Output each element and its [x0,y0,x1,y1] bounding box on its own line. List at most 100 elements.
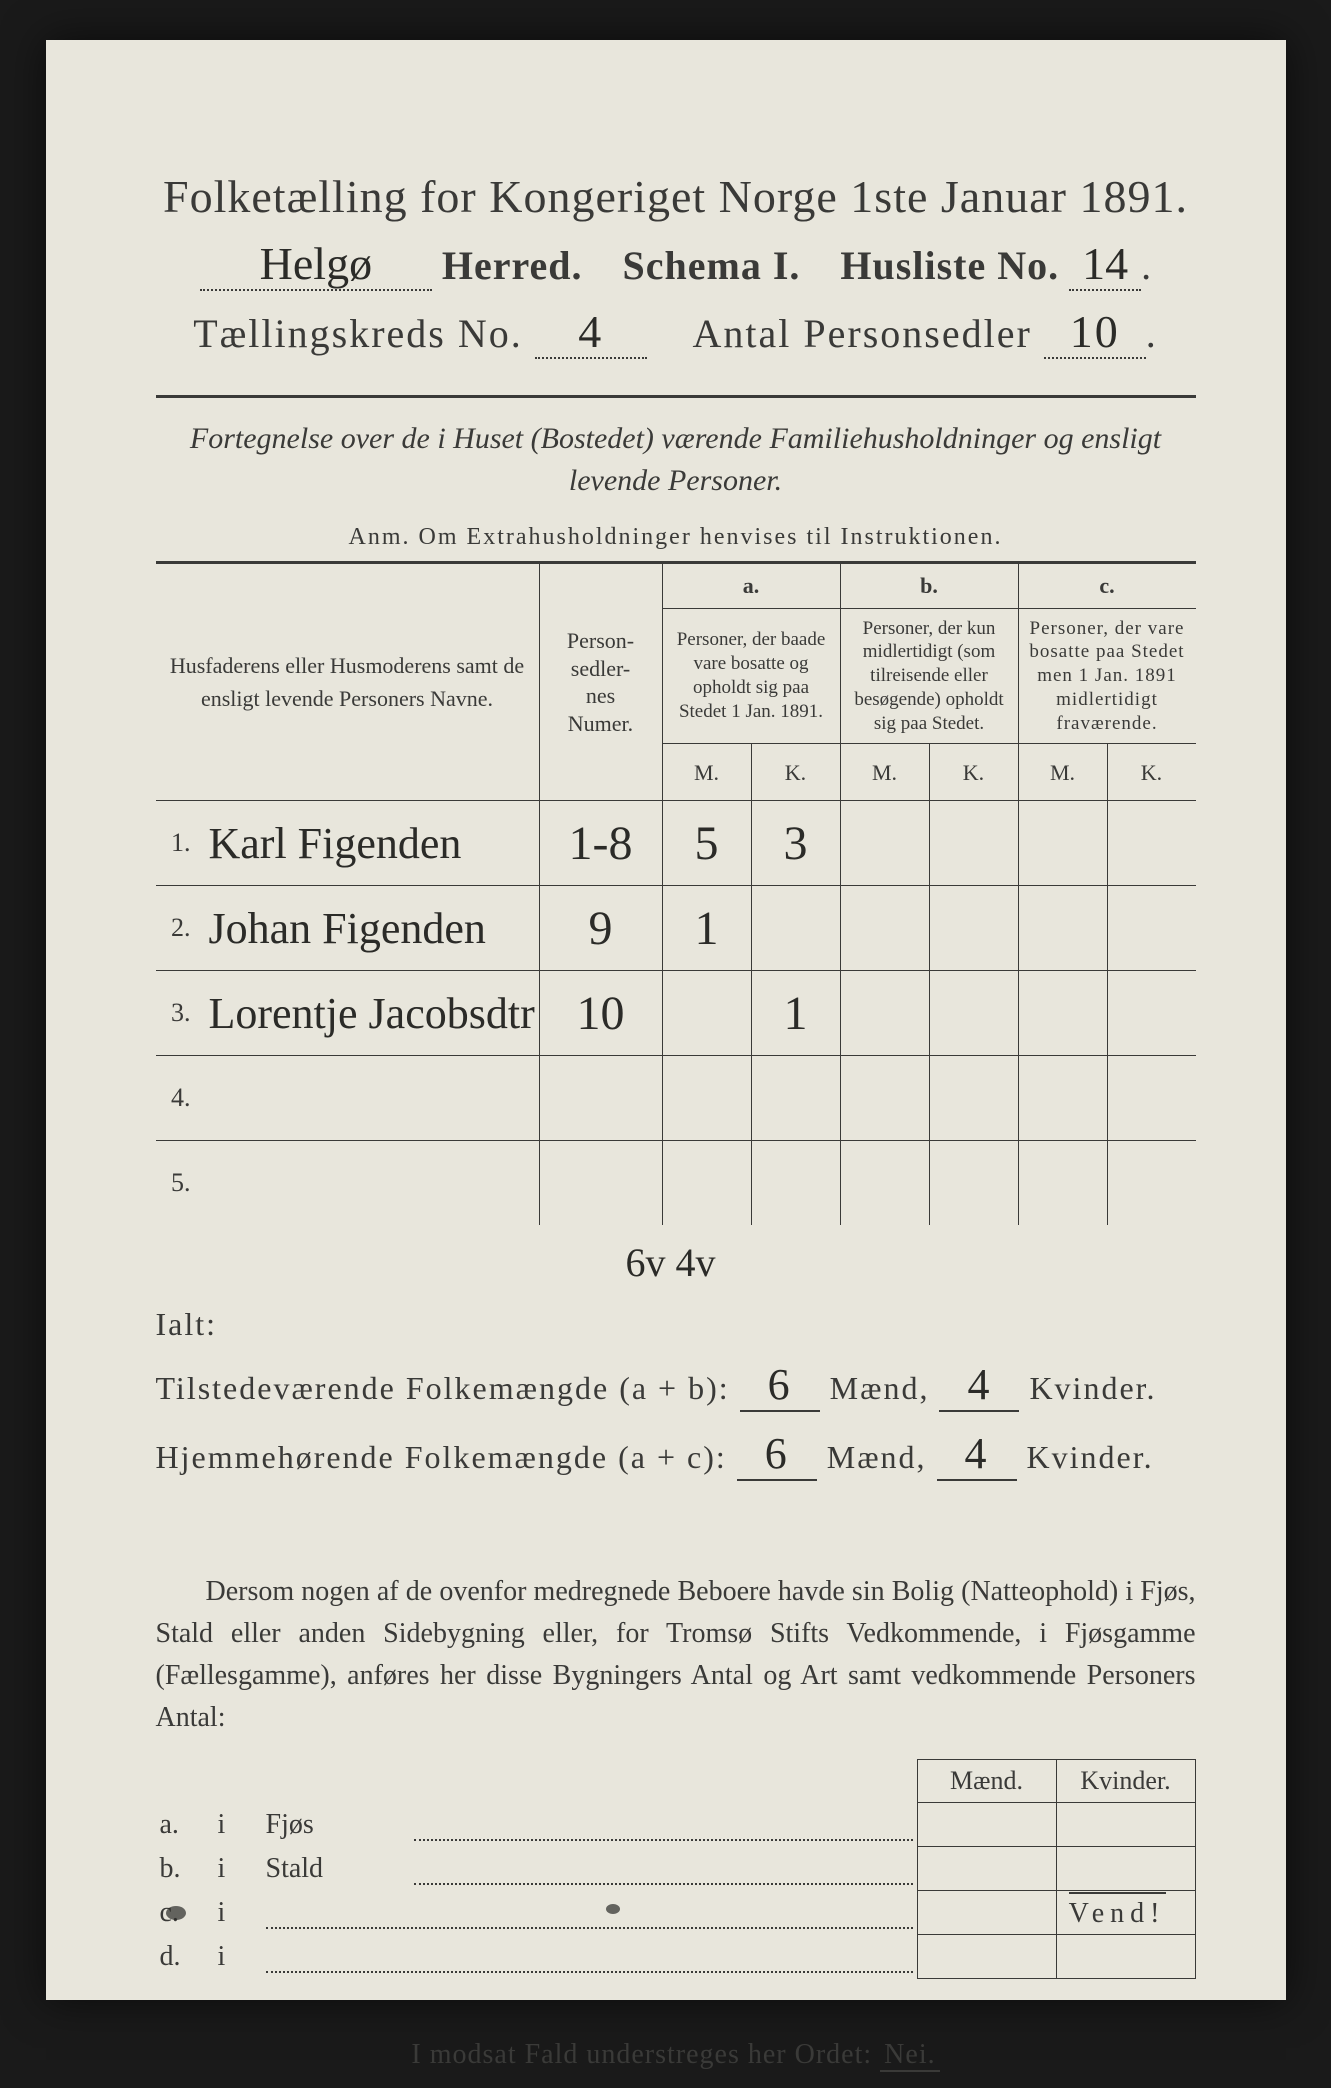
num-value: 1-8 [569,817,633,870]
kvinder-label-1: Kvinder. [1029,1370,1156,1407]
lower-i: i [214,1847,262,1891]
c-m-cell [1018,801,1107,886]
b-m-cell [840,971,929,1056]
herred-label: Herred. [442,243,583,288]
row-num: 2. [156,886,199,971]
c-m-cell [1018,971,1107,1056]
group-a-text: Personer, der baade vare bosatte og opho… [662,608,840,744]
c-m: M. [1018,744,1107,801]
page-title: Folketælling for Kongeriget Norge 1ste J… [156,170,1196,223]
a-k-cell: 1 [751,971,840,1056]
col-number-header: Person- sedler- nes Numer. [539,563,662,801]
census-form-page: Folketælling for Kongeriget Norge 1ste J… [46,40,1286,2000]
cell-value: 1 [695,902,719,955]
husliste-value: 14 [1069,241,1141,291]
a-m-cell [662,1056,751,1141]
cell-value: 5 [695,817,719,870]
b-k: K. [929,744,1018,801]
b-k-cell [929,801,1018,886]
name-cell: Johan Figenden [199,886,540,971]
b-m-cell [840,1056,929,1141]
schema-label: Schema I. [623,243,801,288]
dotted-line [266,1951,913,1973]
maend-label-2: Mænd, [827,1439,927,1476]
divider-1 [156,395,1196,398]
kreds-label: Tællingskreds No. [193,311,523,356]
row-num: 1. [156,801,199,886]
dotted-line [414,1863,913,1885]
maend-label-1: Mænd, [830,1370,930,1407]
lower-k-cell [1056,1847,1195,1891]
lower-head-m: Mænd. [917,1760,1056,1803]
dotted-line [266,1907,913,1929]
row-num: 5. [156,1141,199,1226]
cell-value: 3 [784,817,808,870]
num-cell: 10 [539,971,662,1056]
modsat-line: I modsat Fald understreges her Ordet: Ne… [156,2039,1196,2071]
lower-i: i [214,1935,262,1979]
present-label: Tilstedeværende Folkemængde (a + b): [156,1370,730,1407]
col-names-header: Husfaderens eller Husmoderens samt de en… [156,563,540,801]
name-cell: Lorentje Jacobsdtr [199,971,540,1056]
name-value: Lorentje Jacobsdtr [209,989,535,1038]
lower-row: d. i [156,1935,1196,1979]
lower-row: c. i [156,1891,1196,1935]
c-k-cell [1107,886,1196,971]
num-cell [539,1056,662,1141]
a-m-cell [662,971,751,1056]
group-b-text: Personer, der kun midlertidigt (som tilr… [840,608,1018,744]
lower-i: i [214,1891,262,1935]
a-k-cell [751,886,840,971]
b-k-cell [929,1141,1018,1226]
col-number-header-text: Person- sedler- nes Numer. [546,627,656,737]
personsedler-label: Antal Personsedler [693,311,1032,356]
ialt-handwritten-note: 6v 4v [626,1239,1196,1286]
b-k-cell [929,971,1018,1056]
a-m-cell: 5 [662,801,751,886]
lower-k-cell [1056,1803,1195,1847]
group-b-letter: b. [840,563,1018,609]
lower-m-cell [917,1803,1056,1847]
b-m-cell [840,1141,929,1226]
a-m-cell [662,1141,751,1226]
name-cell [199,1141,540,1226]
lower-head-k: Kvinder. [1056,1760,1195,1803]
cell-value: 1 [784,987,808,1040]
row-num: 4. [156,1056,199,1141]
intro-text: Fortegnelse over de i Huset (Bostedet) v… [160,418,1192,502]
lower-label: Fjøs [262,1803,410,1847]
b-m: M. [840,744,929,801]
a-m-cell: 1 [662,886,751,971]
c-m-cell [1018,1056,1107,1141]
c-k-cell [1107,1141,1196,1226]
row-num: 3. [156,971,199,1056]
home-m: 6 [737,1428,817,1481]
lower-k-cell [1056,1935,1195,1979]
table-row: 1. Karl Figenden 1-8 5 3 [156,801,1196,886]
dotted-line [414,1819,913,1841]
num-value: 10 [577,987,625,1040]
b-k-cell [929,1056,1018,1141]
table-row: 4. [156,1056,1196,1141]
side-building-table: Mænd. Kvinder. a. i Fjøs b. i Stald c. i [156,1759,1196,1979]
a-k: K. [751,744,840,801]
c-k-cell [1107,801,1196,886]
lower-i: i [214,1803,262,1847]
group-a-letter: a. [662,563,840,609]
lower-m-cell [917,1847,1056,1891]
vend-label: Vend! [1069,1892,1166,1930]
herred-value: Helgø [200,241,432,291]
modsat-nei: Nei. [880,2039,939,2072]
b-m-cell [840,886,929,971]
c-k-cell [1107,1056,1196,1141]
husliste-label: Husliste No. [840,243,1059,288]
lower-key: d. [156,1935,214,1979]
lower-key: a. [156,1803,214,1847]
lower-key: b. [156,1847,214,1891]
table-row: 5. [156,1141,1196,1226]
personsedler-value: 10 [1044,309,1146,359]
home-label: Hjemmehørende Folkemængde (a + c): [156,1439,727,1476]
ink-blot-icon [606,1904,620,1914]
num-cell: 1-8 [539,801,662,886]
present-k: 4 [939,1359,1019,1412]
